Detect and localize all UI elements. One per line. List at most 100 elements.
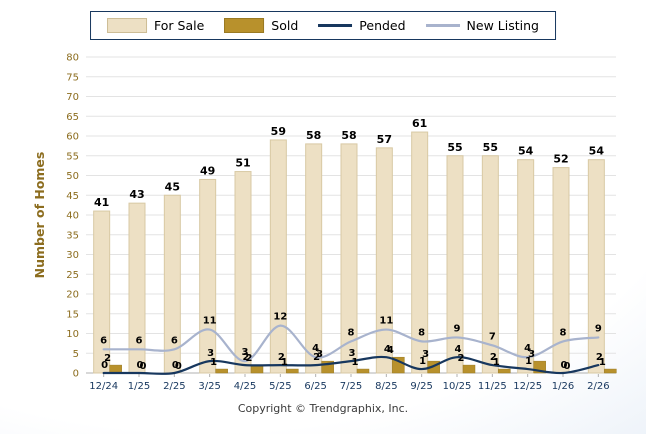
svg-text:57: 57 bbox=[377, 133, 392, 146]
svg-text:0: 0 bbox=[564, 361, 571, 372]
svg-text:6: 6 bbox=[171, 335, 178, 346]
svg-text:3/25: 3/25 bbox=[198, 381, 220, 392]
copyright-text: Copyright © Trendgraphix, Inc. bbox=[237, 402, 409, 415]
svg-text:4: 4 bbox=[384, 344, 391, 355]
svg-text:59: 59 bbox=[271, 125, 286, 138]
svg-text:5: 5 bbox=[73, 349, 79, 360]
svg-text:0: 0 bbox=[175, 361, 182, 372]
svg-text:45: 45 bbox=[165, 180, 180, 193]
svg-text:15: 15 bbox=[66, 309, 79, 320]
svg-text:3: 3 bbox=[242, 347, 249, 358]
svg-text:8: 8 bbox=[348, 327, 355, 338]
svg-text:41: 41 bbox=[94, 196, 109, 209]
svg-text:0: 0 bbox=[101, 360, 108, 371]
svg-text:0: 0 bbox=[172, 360, 179, 371]
svg-text:1: 1 bbox=[525, 356, 532, 367]
svg-text:80: 80 bbox=[66, 53, 79, 64]
svg-text:50: 50 bbox=[66, 171, 79, 182]
svg-text:43: 43 bbox=[129, 188, 144, 201]
svg-text:3: 3 bbox=[422, 349, 429, 360]
svg-text:51: 51 bbox=[235, 157, 250, 170]
svg-text:58: 58 bbox=[306, 129, 321, 142]
svg-text:8/25: 8/25 bbox=[375, 381, 397, 392]
svg-text:8: 8 bbox=[560, 327, 567, 338]
svg-text:1/26: 1/26 bbox=[552, 381, 574, 392]
svg-text:25: 25 bbox=[66, 270, 79, 281]
svg-text:1: 1 bbox=[599, 357, 606, 368]
svg-text:75: 75 bbox=[66, 72, 79, 83]
svg-text:49: 49 bbox=[200, 164, 215, 177]
svg-text:0: 0 bbox=[140, 361, 147, 372]
svg-text:55: 55 bbox=[483, 141, 498, 154]
svg-text:60: 60 bbox=[66, 132, 79, 143]
svg-text:45: 45 bbox=[66, 191, 79, 202]
svg-text:1: 1 bbox=[281, 357, 288, 368]
svg-text:4: 4 bbox=[312, 343, 319, 354]
svg-text:30: 30 bbox=[66, 250, 79, 261]
svg-text:7: 7 bbox=[489, 331, 496, 342]
svg-text:4: 4 bbox=[387, 345, 394, 356]
svg-text:70: 70 bbox=[66, 92, 79, 103]
svg-text:2/25: 2/25 bbox=[163, 381, 185, 392]
svg-text:0: 0 bbox=[561, 360, 568, 371]
svg-text:6/25: 6/25 bbox=[304, 381, 326, 392]
svg-text:11: 11 bbox=[203, 316, 217, 327]
svg-text:5/25: 5/25 bbox=[269, 381, 291, 392]
svg-text:2: 2 bbox=[243, 352, 250, 363]
svg-text:2: 2 bbox=[246, 353, 253, 364]
svg-text:54: 54 bbox=[589, 145, 605, 158]
svg-text:2: 2 bbox=[104, 353, 111, 364]
svg-text:7/25: 7/25 bbox=[340, 381, 362, 392]
svg-text:11/25: 11/25 bbox=[478, 381, 507, 392]
svg-text:35: 35 bbox=[66, 230, 79, 241]
svg-text:6: 6 bbox=[136, 335, 143, 346]
legend-label: For Sale bbox=[154, 18, 205, 33]
svg-text:58: 58 bbox=[341, 129, 356, 142]
svg-text:1: 1 bbox=[493, 357, 500, 368]
svg-text:2: 2 bbox=[596, 352, 603, 363]
svg-text:55: 55 bbox=[66, 151, 79, 162]
svg-text:54: 54 bbox=[518, 145, 534, 158]
svg-text:52: 52 bbox=[553, 153, 568, 166]
svg-text:10: 10 bbox=[66, 329, 79, 340]
svg-text:3: 3 bbox=[316, 349, 323, 360]
svg-text:1: 1 bbox=[210, 357, 217, 368]
svg-text:65: 65 bbox=[66, 112, 79, 123]
svg-text:3: 3 bbox=[207, 348, 214, 359]
for-sale-swatch-icon bbox=[107, 18, 148, 33]
legend-item-new-listing: New Listing bbox=[425, 18, 539, 33]
svg-text:10/25: 10/25 bbox=[443, 381, 472, 392]
svg-text:55: 55 bbox=[447, 141, 462, 154]
svg-text:4/25: 4/25 bbox=[234, 381, 256, 392]
svg-text:1: 1 bbox=[419, 356, 426, 367]
pended-line-icon bbox=[318, 24, 353, 27]
svg-text:2: 2 bbox=[313, 352, 320, 363]
svg-text:61: 61 bbox=[412, 117, 427, 130]
svg-text:9: 9 bbox=[454, 323, 461, 334]
legend-label: Pended bbox=[359, 18, 406, 33]
svg-text:3: 3 bbox=[349, 348, 356, 359]
chart-legend: For Sale Sold Pended New Listing bbox=[90, 11, 556, 40]
svg-text:2/26: 2/26 bbox=[587, 381, 609, 392]
svg-text:11: 11 bbox=[379, 316, 393, 327]
svg-text:20: 20 bbox=[66, 290, 79, 301]
svg-text:2: 2 bbox=[490, 352, 497, 363]
svg-text:12/24: 12/24 bbox=[89, 381, 118, 392]
svg-text:0: 0 bbox=[73, 369, 79, 380]
svg-text:8: 8 bbox=[418, 327, 425, 338]
legend-label: Sold bbox=[271, 18, 299, 33]
svg-text:6: 6 bbox=[100, 335, 107, 346]
svg-text:Number of Homes: Number of Homes bbox=[32, 152, 47, 279]
legend-item-for-sale: For Sale bbox=[107, 18, 204, 33]
svg-text:9: 9 bbox=[595, 323, 602, 334]
legend-item-pended: Pended bbox=[318, 18, 406, 33]
svg-text:4: 4 bbox=[524, 343, 531, 354]
legend-item-sold: Sold bbox=[224, 18, 298, 33]
svg-text:9/25: 9/25 bbox=[410, 381, 432, 392]
new-listing-line-icon bbox=[425, 24, 460, 27]
svg-text:12/25: 12/25 bbox=[513, 381, 542, 392]
svg-text:12: 12 bbox=[273, 312, 287, 323]
svg-text:40: 40 bbox=[66, 211, 79, 222]
svg-text:1/25: 1/25 bbox=[128, 381, 150, 392]
